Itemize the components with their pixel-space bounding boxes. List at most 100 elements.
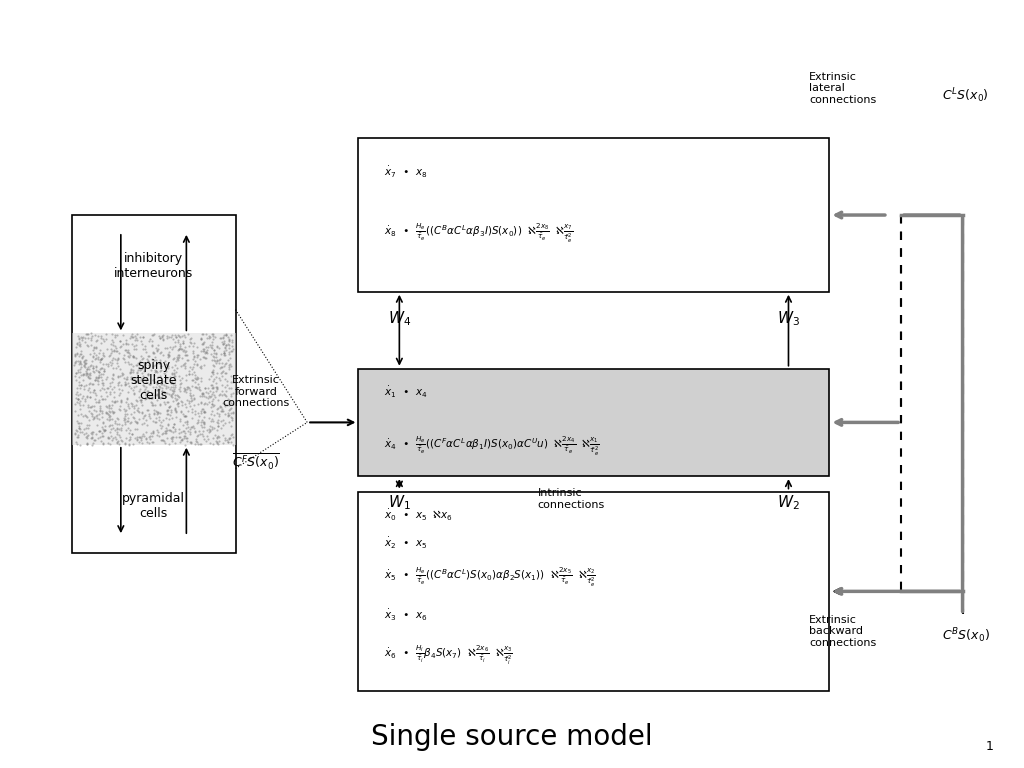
- Point: [103, 412, 120, 425]
- Point: [89, 365, 105, 377]
- Point: [161, 388, 177, 400]
- Point: [144, 354, 161, 366]
- Point: [217, 386, 233, 398]
- Point: [166, 352, 182, 364]
- Point: [125, 331, 141, 343]
- Point: [195, 343, 211, 356]
- Point: [67, 359, 83, 372]
- Point: [92, 406, 109, 418]
- Point: [76, 356, 92, 369]
- Point: [171, 391, 187, 403]
- Point: [136, 430, 153, 442]
- Point: [69, 386, 85, 398]
- Point: [193, 397, 209, 409]
- Point: [103, 395, 120, 407]
- Text: $\mathbf{\mathit{W}}_4$: $\mathbf{\mathit{W}}_4$: [388, 310, 411, 328]
- Point: [91, 366, 108, 379]
- Point: [91, 366, 108, 379]
- Point: [128, 417, 144, 429]
- Point: [171, 385, 187, 397]
- Point: [174, 352, 190, 364]
- Point: [225, 343, 242, 356]
- Point: [216, 347, 232, 359]
- Point: [223, 413, 240, 425]
- Point: [223, 336, 240, 349]
- Point: [163, 389, 179, 401]
- Point: [171, 343, 187, 355]
- Point: [95, 438, 112, 450]
- Point: [160, 408, 176, 420]
- Point: [76, 383, 92, 396]
- Point: [216, 399, 232, 412]
- Point: [219, 354, 236, 366]
- Point: [78, 369, 94, 382]
- Point: [86, 366, 102, 378]
- Point: [72, 382, 88, 394]
- Point: [201, 332, 217, 344]
- Point: [147, 351, 164, 363]
- Point: [196, 359, 212, 371]
- Point: [130, 374, 146, 386]
- Point: [88, 341, 104, 353]
- Point: [79, 390, 95, 402]
- Point: [169, 329, 185, 341]
- Point: [105, 422, 122, 434]
- Point: [116, 349, 132, 361]
- Point: [157, 425, 173, 438]
- Point: [115, 419, 131, 431]
- Point: [182, 426, 199, 439]
- Point: [71, 397, 87, 409]
- Point: [202, 385, 218, 397]
- Point: [69, 341, 85, 353]
- Point: [202, 426, 218, 439]
- Point: [197, 398, 213, 410]
- Point: [209, 424, 225, 436]
- Point: [170, 397, 186, 409]
- Point: [92, 362, 109, 375]
- Point: [88, 396, 104, 408]
- Point: [75, 369, 91, 381]
- Point: [67, 349, 83, 361]
- Point: [68, 392, 84, 405]
- Point: [120, 350, 136, 362]
- Point: [167, 404, 183, 416]
- Point: [125, 359, 141, 372]
- Point: [102, 380, 119, 392]
- Point: [108, 416, 124, 429]
- Point: [160, 351, 176, 363]
- Point: [77, 332, 93, 344]
- Point: [127, 334, 143, 346]
- Point: [145, 369, 162, 382]
- Point: [169, 349, 185, 361]
- Point: [175, 425, 191, 437]
- Point: [209, 394, 225, 406]
- Point: [165, 426, 181, 439]
- Point: [123, 362, 139, 375]
- Point: [78, 410, 94, 422]
- Point: [73, 345, 89, 357]
- Point: [167, 402, 183, 414]
- Point: [223, 382, 240, 395]
- Point: [180, 381, 197, 393]
- Point: [223, 389, 240, 402]
- Point: [137, 339, 154, 352]
- Point: [128, 416, 144, 429]
- Point: [104, 362, 121, 374]
- Point: [206, 354, 222, 366]
- Point: [186, 351, 203, 363]
- Point: [170, 354, 186, 366]
- Point: [206, 399, 222, 411]
- Point: [69, 348, 85, 360]
- Point: [204, 388, 220, 400]
- Point: [216, 345, 232, 357]
- Point: [205, 438, 221, 450]
- Point: [163, 425, 179, 437]
- Point: [158, 427, 174, 439]
- Point: [79, 430, 95, 442]
- Point: [93, 362, 110, 375]
- Point: [108, 362, 124, 374]
- Point: [131, 385, 147, 397]
- Point: [223, 376, 240, 388]
- Point: [186, 408, 203, 420]
- Point: [160, 396, 176, 408]
